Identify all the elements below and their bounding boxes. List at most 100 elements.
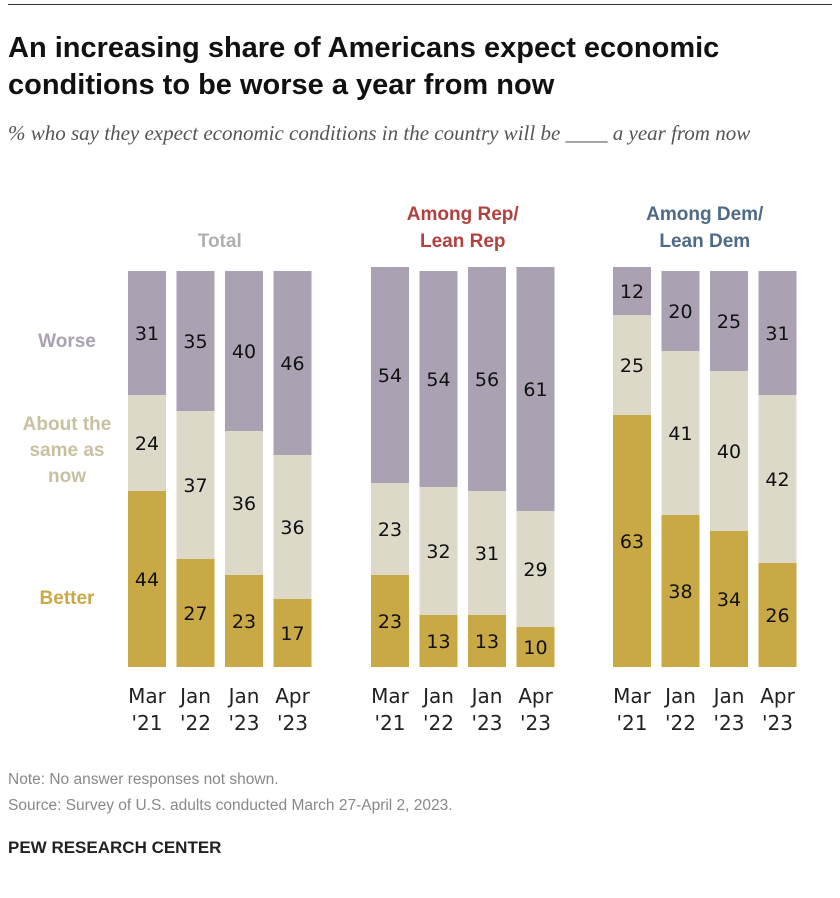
x-tick-label: '23 xyxy=(229,711,260,735)
bar-segment-same xyxy=(371,483,409,575)
x-tick-label: Jan xyxy=(712,684,745,708)
top-rule xyxy=(8,4,832,5)
data-label-same: 41 xyxy=(668,423,692,445)
data-label-same: 25 xyxy=(620,355,644,377)
bar-segment-worse xyxy=(613,267,651,315)
chart-title: An increasing share of Americans expect … xyxy=(8,32,720,101)
bar-segment-same xyxy=(176,411,215,559)
bar-segment-worse xyxy=(176,271,215,411)
bar-segment-better xyxy=(419,615,458,667)
bar-segment-same xyxy=(468,491,506,615)
data-label-same: 32 xyxy=(426,541,450,563)
data-label-same: 37 xyxy=(183,475,207,497)
bar-segment-same xyxy=(758,395,797,563)
data-label-worse: 31 xyxy=(135,323,159,345)
group-title: Among Rep/ xyxy=(407,204,520,225)
bar-segment-same xyxy=(225,431,263,575)
data-label-worse: 56 xyxy=(475,369,499,391)
bar-segment-better xyxy=(613,415,651,667)
bar-segment-better xyxy=(225,575,263,667)
bar-segment-better xyxy=(710,531,748,667)
bar-segment-same xyxy=(613,315,651,415)
bar-segment-same xyxy=(273,455,312,599)
bar-segment-worse xyxy=(419,271,458,487)
data-label-same: 36 xyxy=(280,517,304,539)
data-label-worse: 20 xyxy=(668,301,692,323)
data-label-better: 27 xyxy=(183,603,207,625)
legend-worse: Worse xyxy=(38,331,96,352)
legend-better: Better xyxy=(40,588,96,609)
data-label-worse: 35 xyxy=(183,331,207,353)
data-label-better: 44 xyxy=(135,569,159,591)
x-tick-label: Mar xyxy=(613,684,652,708)
x-tick-label: '23 xyxy=(520,711,551,735)
note: Note: No answer responses not shown. xyxy=(8,771,279,788)
x-tick-label: Apr xyxy=(275,684,310,708)
bar-segment-better xyxy=(128,491,166,667)
data-label-same: 24 xyxy=(135,433,159,455)
x-tick-label: '22 xyxy=(423,711,454,735)
x-tick-label: Apr xyxy=(518,684,553,708)
data-label-same: 29 xyxy=(523,559,547,581)
bar-segment-worse xyxy=(661,271,700,351)
data-label-worse: 25 xyxy=(717,311,741,333)
data-label-same: 42 xyxy=(765,469,789,491)
data-label-worse: 61 xyxy=(523,379,547,401)
data-label-same: 23 xyxy=(378,519,402,541)
bar-segment-worse xyxy=(468,267,506,491)
group-title: Total xyxy=(198,231,242,252)
data-label-worse: 40 xyxy=(232,341,256,363)
data-label-same: 40 xyxy=(717,441,741,463)
data-label-better: 38 xyxy=(668,581,692,603)
source: Source: Survey of U.S. adults conducted … xyxy=(8,797,453,814)
data-label-worse: 54 xyxy=(426,369,450,391)
legend-same: now xyxy=(48,466,86,487)
data-label-better: 23 xyxy=(232,611,256,633)
data-label-better: 26 xyxy=(765,605,789,627)
x-tick-label: '23 xyxy=(762,711,793,735)
legend-same: same as xyxy=(29,440,104,461)
data-label-better: 34 xyxy=(717,589,741,611)
bar-segment-worse xyxy=(516,267,555,511)
x-tick-label: '21 xyxy=(617,711,648,735)
x-tick-label: Jan xyxy=(470,684,503,708)
x-tick-label: Jan xyxy=(421,684,454,708)
bar-segment-worse xyxy=(710,271,748,371)
x-tick-label: '23 xyxy=(472,711,503,735)
x-tick-label: '21 xyxy=(375,711,406,735)
bar-segment-same xyxy=(128,395,166,491)
pew-logo: PEW RESEARCH CENTER xyxy=(8,838,222,857)
bar-segment-better xyxy=(516,627,555,667)
data-label-better: 13 xyxy=(426,631,450,653)
data-label-worse: 54 xyxy=(378,365,402,387)
data-label-better: 10 xyxy=(523,637,547,659)
data-label-better: 63 xyxy=(620,531,644,553)
x-tick-label: Jan xyxy=(227,684,260,708)
bar-segment-same xyxy=(661,351,700,515)
group-title: Lean Dem xyxy=(659,231,750,252)
data-label-better: 23 xyxy=(378,611,402,633)
stacked-bar-chart: Total 44 24 31 Mar '21 27 37 35 Jan '22 23 36 40 Jan '2… xyxy=(23,204,797,735)
group-title: Among Dem/ xyxy=(646,204,764,225)
bar-segment-worse xyxy=(225,271,263,431)
bar-segment-better xyxy=(468,615,506,667)
bar-segment-worse xyxy=(371,267,409,483)
data-label-same: 31 xyxy=(475,543,499,565)
bar-segment-better xyxy=(176,559,215,667)
legend-same: About the xyxy=(23,414,112,435)
bar-segment-better xyxy=(661,515,700,667)
bar-segment-worse xyxy=(273,271,312,455)
x-tick-label: '21 xyxy=(132,711,163,735)
bar-segment-better xyxy=(273,599,312,667)
x-tick-label: Jan xyxy=(178,684,211,708)
group-title: Lean Rep xyxy=(420,231,506,252)
bar-segment-better xyxy=(758,563,797,667)
bar-segment-worse xyxy=(128,271,166,395)
x-tick-label: Apr xyxy=(760,684,795,708)
x-tick-label: Mar xyxy=(371,684,410,708)
data-label-worse: 12 xyxy=(620,281,644,303)
chart-subtitle: % who say they expect economic condition… xyxy=(8,121,751,145)
bar-segment-same xyxy=(710,371,748,531)
x-tick-label: '23 xyxy=(277,711,308,735)
